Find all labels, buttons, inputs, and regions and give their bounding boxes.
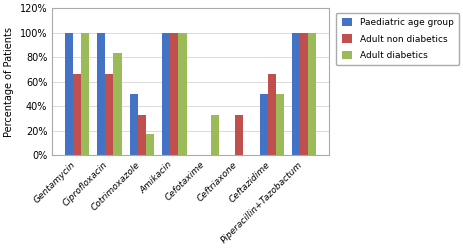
Legend: Paediatric age group, Adult non diabetics, Adult diabetics: Paediatric age group, Adult non diabetic… — [336, 13, 458, 65]
Bar — [73, 74, 81, 155]
Y-axis label: Percentage of Patients: Percentage of Patients — [4, 27, 14, 137]
Bar — [105, 74, 113, 155]
Bar — [81, 33, 89, 155]
Bar — [267, 74, 275, 155]
Bar — [210, 115, 219, 155]
Bar — [162, 33, 170, 155]
Bar — [300, 33, 307, 155]
Bar — [170, 33, 178, 155]
Bar — [307, 33, 316, 155]
Bar — [275, 94, 283, 155]
Bar — [291, 33, 300, 155]
Bar — [138, 115, 146, 155]
Bar — [146, 134, 154, 155]
Bar — [235, 115, 243, 155]
Bar — [130, 94, 138, 155]
Bar — [259, 94, 267, 155]
Bar — [113, 54, 121, 155]
Bar — [97, 33, 105, 155]
Bar — [178, 33, 186, 155]
Bar — [65, 33, 73, 155]
